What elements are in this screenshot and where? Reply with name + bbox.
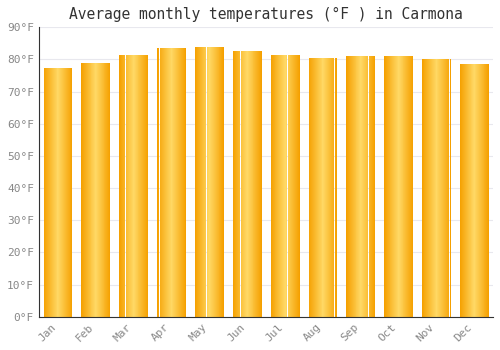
Title: Average monthly temperatures (°F ) in Carmona: Average monthly temperatures (°F ) in Ca… (69, 7, 463, 22)
